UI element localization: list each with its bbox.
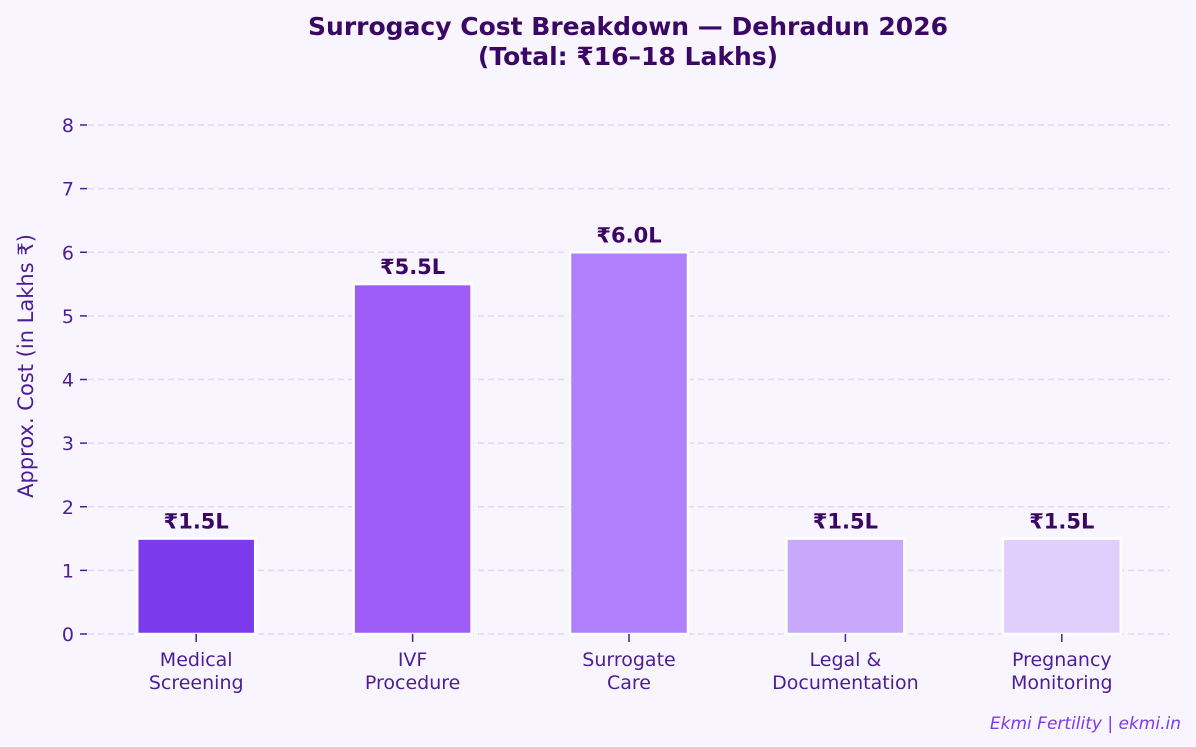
credit-text: Ekmi Fertility | ekmi.in bbox=[990, 714, 1181, 734]
x-tick-label: Procedure bbox=[365, 672, 460, 694]
x-tick-label: Screening bbox=[149, 672, 244, 694]
bar bbox=[1001, 537, 1123, 636]
y-tick-label: 0 bbox=[62, 624, 74, 646]
data-label: ₹1.5L bbox=[1029, 510, 1094, 534]
y-tick-label: 1 bbox=[62, 560, 74, 582]
x-tick-label: Care bbox=[607, 672, 651, 694]
data-label: ₹1.5L bbox=[813, 510, 878, 534]
bar bbox=[568, 251, 690, 636]
data-label: ₹1.5L bbox=[164, 510, 229, 534]
x-tick-label: Surrogate bbox=[582, 649, 675, 671]
bar bbox=[785, 537, 906, 636]
data-label: ₹6.0L bbox=[596, 223, 661, 247]
x-tick-label: IVF bbox=[398, 649, 428, 671]
x-tick-label: Monitoring bbox=[1011, 672, 1113, 694]
y-tick-label: 5 bbox=[62, 306, 74, 328]
y-tick-label: 4 bbox=[62, 370, 74, 392]
y-axis-label: Approx. Cost (in Lakhs ₹) bbox=[14, 234, 38, 498]
y-tick-label: 2 bbox=[62, 497, 74, 519]
chart-title-line-2: (Total: ₹16–18 Lakhs) bbox=[478, 42, 778, 71]
bar bbox=[135, 537, 257, 636]
x-tick-label: Documentation bbox=[772, 672, 918, 694]
bar bbox=[352, 282, 473, 636]
y-tick-label: 6 bbox=[62, 242, 74, 264]
x-tick-label: Medical bbox=[160, 649, 233, 671]
y-tick-label: 7 bbox=[62, 179, 74, 201]
x-tick-label: Legal & bbox=[810, 649, 882, 671]
y-tick-label: 8 bbox=[62, 115, 74, 137]
chart-title-line-1: Surrogacy Cost Breakdown — Dehradun 2026 bbox=[308, 12, 948, 41]
data-label: ₹5.5L bbox=[380, 255, 445, 279]
y-tick-label: 3 bbox=[62, 433, 74, 455]
x-tick-label: Pregnancy bbox=[1012, 649, 1112, 671]
